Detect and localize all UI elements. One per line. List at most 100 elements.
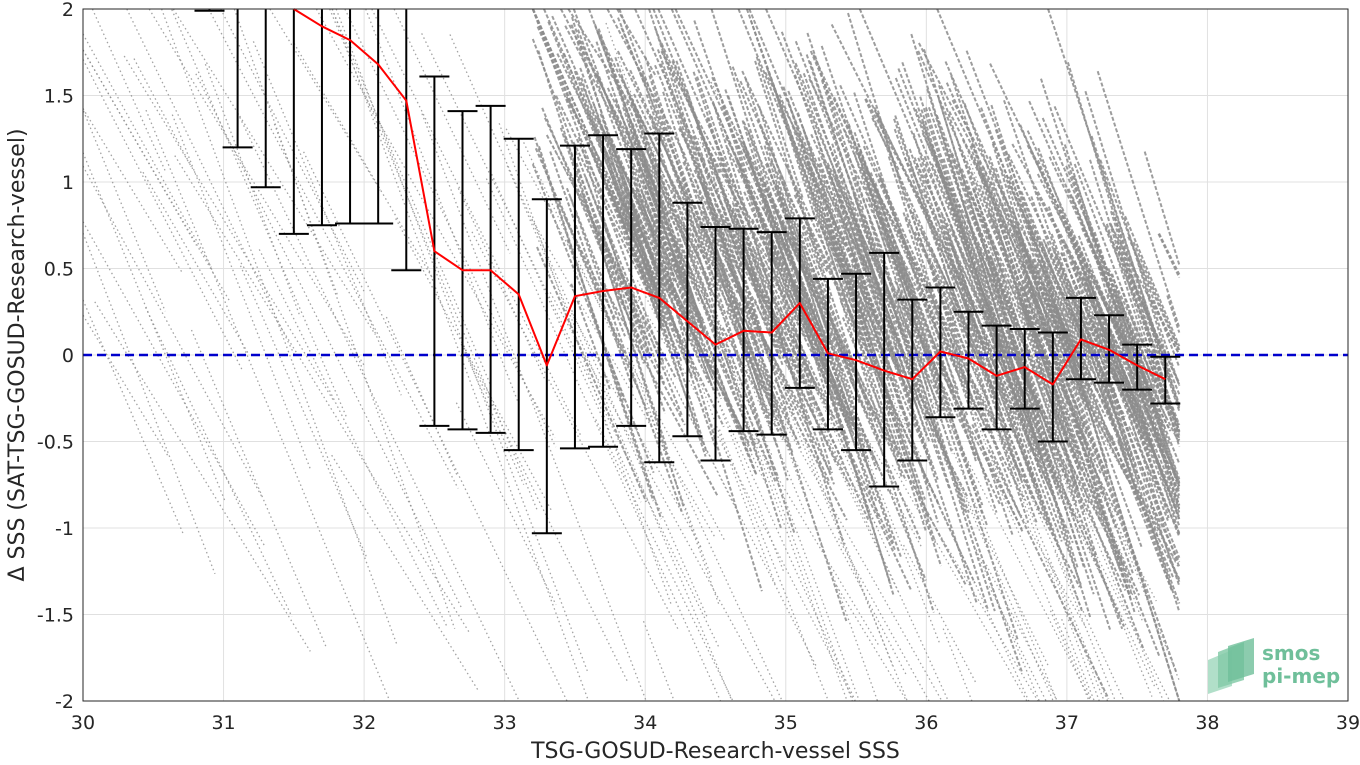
scatter-streak [678,127,824,417]
scatter-streak [705,200,742,271]
scatter-streak [772,85,886,440]
y-tick-label: -1.5 [37,605,74,627]
scatter-streak [772,330,900,594]
scatter-streak [831,143,886,307]
y-tick-label: 1.5 [44,86,74,108]
scatter-streak [986,271,1157,602]
scatter-streak [551,15,684,317]
scatter-streak [730,233,790,420]
scatter-streak [914,108,996,301]
scatter-streak [723,352,783,530]
scatter-streak [944,61,1081,371]
scatter-streak [909,303,984,506]
scatter-streak [631,122,701,304]
scatter-streak [237,112,520,702]
scatter-streak [571,177,640,308]
scatter-streak [1110,226,1181,355]
scatter-streak [721,327,784,441]
scatter-streak [174,155,471,635]
scatter-streak [833,176,978,604]
scatter-streak [703,183,848,622]
scatter-streak [971,423,1024,533]
mean-line [293,8,1166,386]
x-tick-labels: 30 31 32 33 34 35 36 37 38 39 [71,712,1360,734]
scatter-streak [91,8,166,171]
y-tick-label: 2 [62,0,74,21]
scatter-streak [598,210,684,417]
scatter-streak [988,256,1078,504]
scatter-streak [755,56,804,200]
scatter-streak [710,8,830,374]
scatter-streak [927,259,957,324]
scatter-streak [1012,210,1088,445]
scatter-streak [1166,295,1181,333]
scatter-streak [1007,153,1135,420]
scatter-streak [858,8,1005,349]
scatter-streak [563,135,651,356]
scatter-streak [1107,267,1144,344]
scatter-streak [903,544,976,683]
scatter-streak [701,160,916,521]
scatter-streak [1042,238,1121,426]
scatter-streak [160,8,398,646]
scatter-streak [365,8,521,407]
scatter-streak [595,74,726,349]
y-tick-label: 1 [62,172,74,194]
scatter-streak [1095,327,1181,485]
scatter-streak [233,8,456,629]
scatter-streak [950,152,1072,423]
scatter-streak [123,55,336,403]
scatter-streak [749,267,815,389]
scatter-streak [980,232,1032,356]
scatter-streak [776,184,868,393]
scatter-streak [793,281,851,419]
scatter-streak [919,392,1054,702]
scatter-streak [82,165,263,497]
scatter-streak [897,68,968,244]
scatter-streak [718,429,830,702]
scatter-streak [881,264,934,367]
scatter-streak [1096,362,1134,461]
scatter-streak [945,82,974,141]
scatter-streak [606,8,686,156]
scatter-streak [457,188,546,381]
scatter-streak [1067,227,1109,344]
scatter-streak [1144,337,1181,436]
scatter-streak [1061,358,1141,576]
scatter-streak [973,188,1006,282]
scatter-streak [994,129,1035,245]
x-tick-label: 36 [914,712,938,734]
y-tick-labels: -2 -1.5 -1 -0.5 0 0.5 1 1.5 2 [37,0,74,713]
scatter-streak [315,8,556,439]
scatter-streak [1047,8,1181,406]
scatter-streak [825,204,880,369]
scatter-streak [725,137,803,283]
scatter-streak [1115,245,1181,386]
scatter-streak [82,110,166,312]
scatter-streak [1032,258,1092,426]
scatter-streak [845,263,932,464]
scatter-streak [641,192,668,249]
scatter-streak [770,160,829,274]
scatter-streak [746,306,908,702]
scatter-streak [1124,215,1181,347]
scatter-streak [331,8,491,385]
smos-pimep-logo: smos pi-mep [1208,638,1340,694]
scatter-streak [893,118,1034,500]
scatter-streak [876,112,988,348]
y-tick-label: -2 [55,691,74,713]
mean-line-path [293,8,1166,386]
scatter-streak [961,139,1076,373]
scatter-streak [997,218,1061,400]
scatter-streak [812,54,884,206]
scatter-streak [1128,426,1181,534]
x-tick-label: 33 [493,712,517,734]
scatter-streak [978,230,1014,341]
scatter-streak [740,356,908,676]
scatter-streak [833,96,979,412]
scatter-streak [145,109,391,702]
scatter-streak [796,189,935,613]
scatter-streak [894,115,1030,524]
axes-box [82,8,1349,702]
scatter-streak [82,314,169,457]
